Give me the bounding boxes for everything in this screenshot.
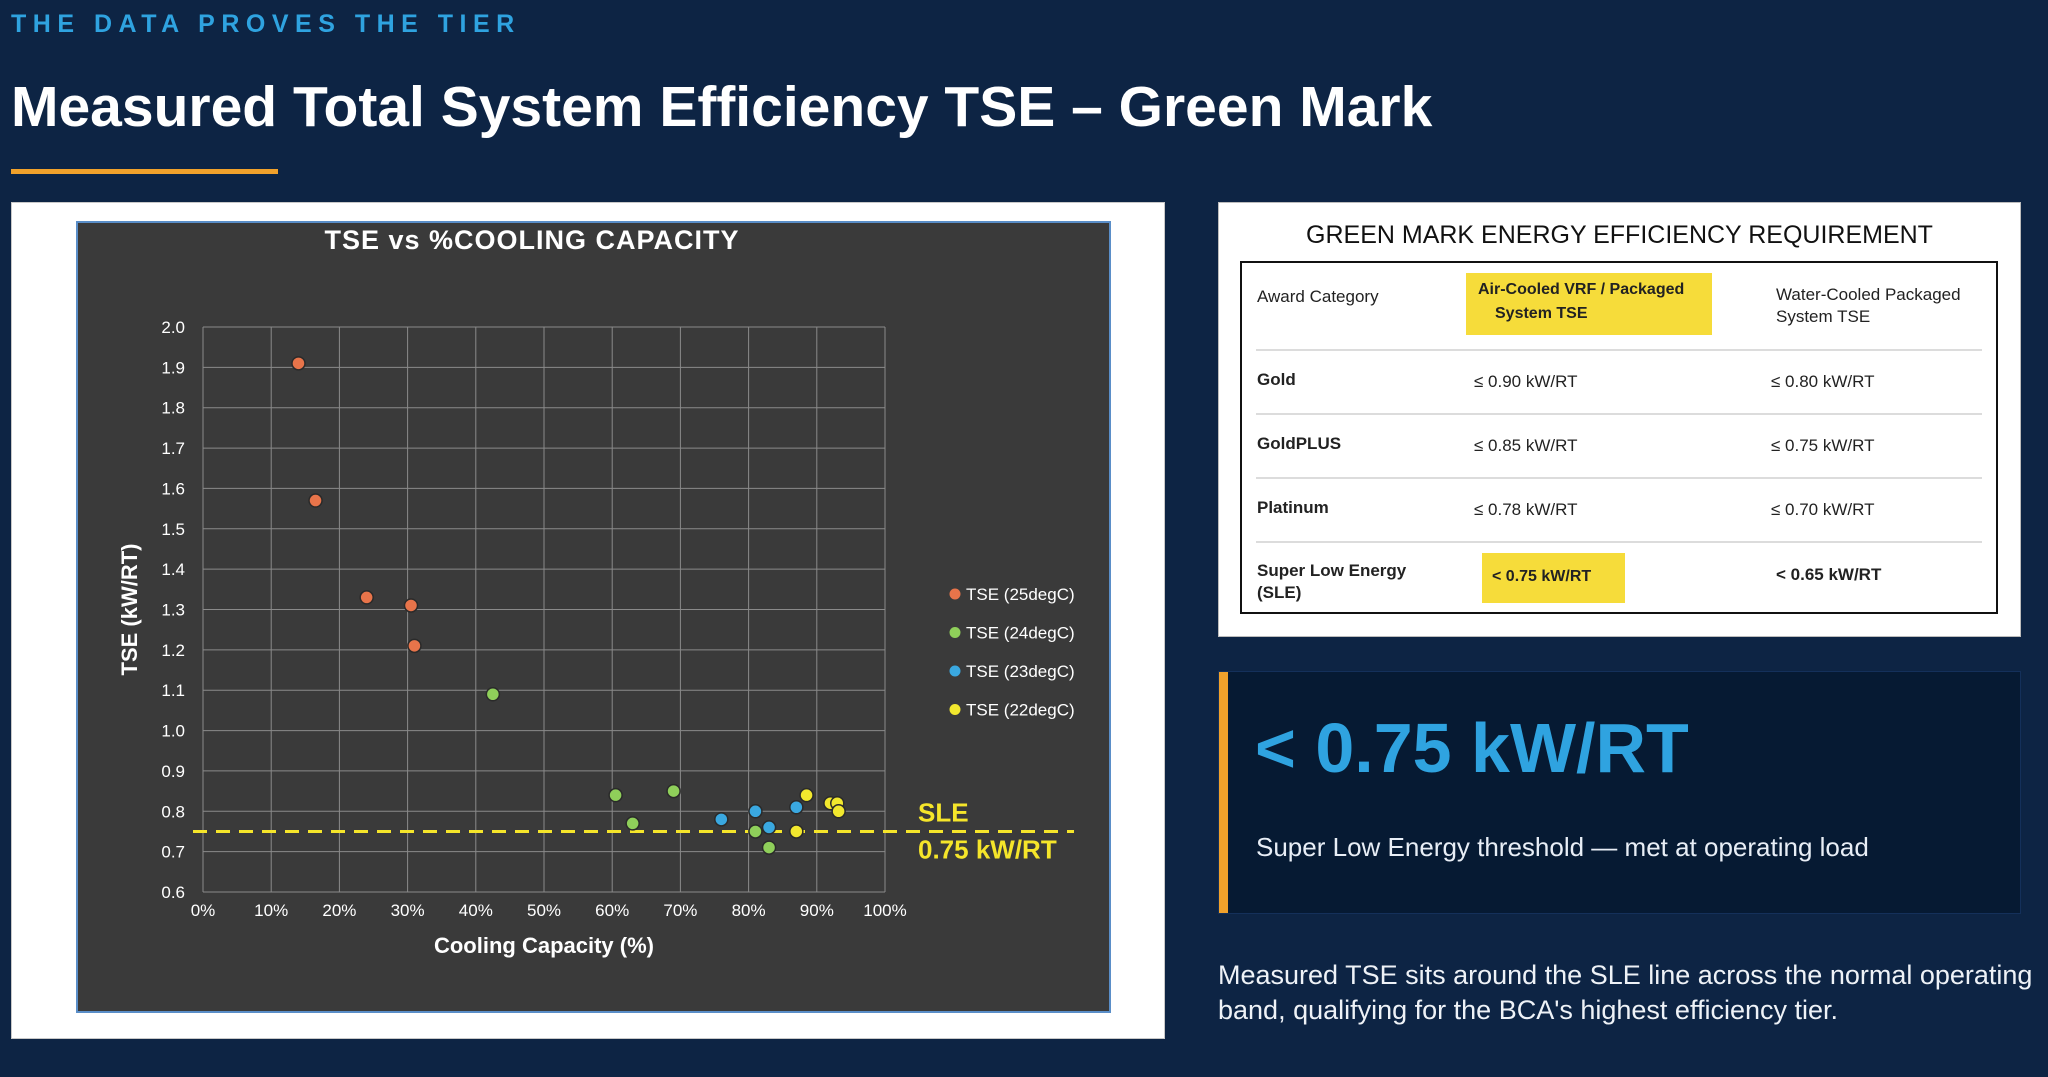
legend-entry: TSE (24degC) <box>966 624 1075 643</box>
col-header-award-category: Award Category <box>1257 287 1379 306</box>
data-point-series-3 <box>761 820 777 835</box>
y-tick-label: 1.2 <box>161 641 185 660</box>
tse-scatter-chart: TSE vs %COOLING CAPACITY 0.6 0.7 0.8 0.9 1.0 1… <box>76 221 1111 1013</box>
sle-label: SLE <box>918 797 969 827</box>
y-tick-label: 1.6 <box>161 479 185 498</box>
legend-entry: TSE (22degC) <box>966 701 1075 720</box>
row-water-sle: < 0.65 kW/RT <box>1776 565 1882 584</box>
row-water-goldplus: ≤ 0.75 kW/RT <box>1771 436 1875 455</box>
legend-marker <box>949 588 961 600</box>
legend-marker <box>949 704 961 715</box>
row-category-sle-line2: (SLE) <box>1257 583 1302 602</box>
x-tick-label: 10% <box>254 901 288 920</box>
data-point-series-4 <box>831 804 846 819</box>
row-divider <box>1256 349 1982 351</box>
y-tick-label: 1.7 <box>161 439 185 458</box>
data-point-series-2 <box>608 787 623 803</box>
data-point-series-2 <box>761 840 777 855</box>
y-axis-label: TSE (kW/RT) <box>117 544 142 676</box>
chart-panel: TSE vs %COOLING CAPACITY 0.6 0.7 0.8 0.9 1.0 1… <box>11 202 1165 1039</box>
x-tick-label: 60% <box>595 901 629 920</box>
y-tick-label: 0.8 <box>161 802 185 821</box>
data-point-series-4 <box>799 787 814 803</box>
y-tick-label: 0.6 <box>161 883 185 902</box>
data-point-series-1 <box>308 493 323 508</box>
data-point-series-2 <box>666 783 681 799</box>
legend-entry: TSE (25degC) <box>966 585 1075 604</box>
legend-marker <box>949 665 961 677</box>
y-tick-label: 1.0 <box>161 722 185 741</box>
stat-accent-bar <box>1219 672 1228 913</box>
row-category-sle: Super Low Energy <box>1257 561 1407 580</box>
y-tick-label: 1.4 <box>161 560 185 579</box>
x-tick-label: 50% <box>527 901 561 920</box>
row-air-sle-highlight <box>1482 553 1625 603</box>
data-point-series-2 <box>485 687 501 702</box>
col-header-air-line1: Air-Cooled VRF / Packaged <box>1478 281 1685 298</box>
row-air-sle: < 0.75 kW/RT <box>1492 568 1592 585</box>
legend-marker <box>949 627 961 638</box>
summary-note: Measured TSE sits around the SLE line ac… <box>1218 960 2033 1025</box>
x-tick-label: 20% <box>322 901 356 920</box>
row-air-platinum: ≤ 0.78 kW/RT <box>1474 500 1578 519</box>
data-point-series-2 <box>625 816 640 831</box>
data-point-series-3 <box>748 804 763 819</box>
threshold-stat-card: < 0.75 kW/RT Super Low Energy threshold … <box>1218 671 2021 914</box>
col-header-air-highlight <box>1466 273 1712 335</box>
col-header-water-line1: Water-Cooled Packaged <box>1776 285 1961 304</box>
row-water-gold: ≤ 0.80 kW/RT <box>1771 372 1875 391</box>
y-tick-label: 1.3 <box>161 601 185 620</box>
x-axis-label: Cooling Capacity (%) <box>434 933 654 958</box>
row-air-gold: ≤ 0.90 kW/RT <box>1474 372 1578 391</box>
x-tick-label: 0% <box>191 901 216 920</box>
plot-area-background <box>77 222 1110 1012</box>
row-divider <box>1256 413 1982 415</box>
y-tick-label: 1.1 <box>161 681 185 700</box>
x-tick-label: 100% <box>863 901 906 920</box>
data-point-series-2 <box>748 824 763 839</box>
title-underline <box>11 169 278 174</box>
data-point-series-1 <box>403 598 419 613</box>
chart-title: TSE vs %COOLING CAPACITY <box>324 225 739 255</box>
col-header-water-line2: System TSE <box>1776 307 1871 326</box>
stat-value: < 0.75 kW/RT <box>1255 709 1689 787</box>
y-tick-label: 1.9 <box>161 358 185 377</box>
data-point-series-4 <box>789 824 804 839</box>
data-point-series-3 <box>714 812 729 827</box>
sle-value-label: 0.75 kW/RT <box>918 834 1057 864</box>
y-tick-label: 0.9 <box>161 762 185 781</box>
y-tick-label: 2.0 <box>161 318 185 337</box>
row-category-goldplus: GoldPLUS <box>1257 434 1342 453</box>
row-category-platinum: Platinum <box>1257 498 1329 517</box>
data-point-series-1 <box>291 356 306 371</box>
page-title: Measured Total System Efficiency TSE – G… <box>11 75 1433 139</box>
row-air-goldplus: ≤ 0.85 kW/RT <box>1474 436 1578 455</box>
x-tick-label: 80% <box>732 901 766 920</box>
row-water-platinum: ≤ 0.70 kW/RT <box>1771 500 1875 519</box>
x-tick-label: 90% <box>800 901 834 920</box>
plot-area-border <box>76 221 1111 1013</box>
legend-entry: TSE (23degC) <box>966 662 1075 681</box>
x-tick-label: 30% <box>391 901 425 920</box>
requirements-title: GREEN MARK ENERGY EFFICIENCY REQUIREMENT <box>1306 221 1933 249</box>
data-point-series-1 <box>359 590 374 605</box>
col-header-air-line2: System TSE <box>1495 305 1588 322</box>
eyebrow-label: THE DATA PROVES THE TIER <box>11 10 521 38</box>
data-point-series-1 <box>407 638 422 654</box>
requirements-panel: GREEN MARK ENERGY EFFICIENCY REQUIREMENT… <box>1218 202 2021 637</box>
y-tick-label: 1.5 <box>161 520 185 539</box>
x-tick-label: 70% <box>663 901 697 920</box>
requirements-table: Award Category Air-Cooled VRF / Packaged… <box>1240 261 1998 614</box>
x-tick-label: 40% <box>459 901 493 920</box>
row-divider <box>1256 541 1982 543</box>
stat-label: Super Low Energy threshold — met at oper… <box>1256 832 1869 862</box>
y-tick-label: 1.8 <box>161 399 185 418</box>
y-tick-label: 0.7 <box>161 843 185 862</box>
data-point-series-3 <box>789 800 804 815</box>
row-category-gold: Gold <box>1257 370 1296 389</box>
row-divider <box>1256 477 1982 479</box>
